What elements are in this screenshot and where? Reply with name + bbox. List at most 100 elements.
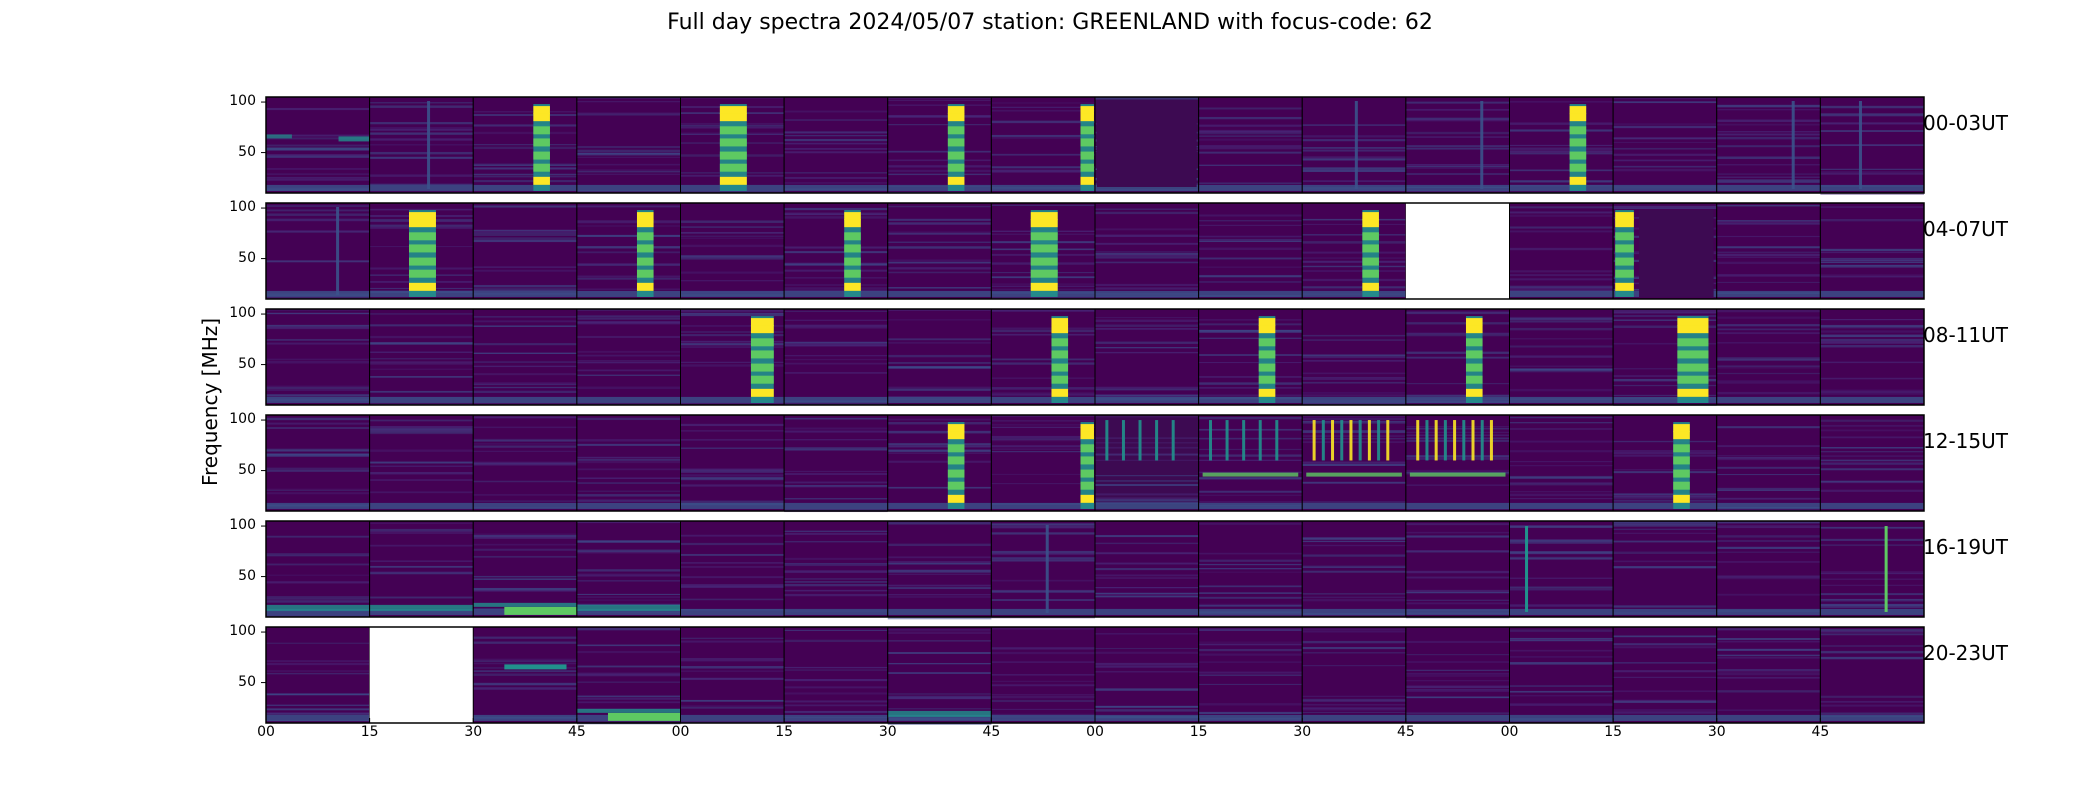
noise-stripe [266,574,370,576]
noise-stripe [1405,669,1510,671]
low-frequency-band [266,184,370,191]
noise-stripe [1302,628,1406,631]
noise-stripe [680,707,785,709]
noise-stripe [1613,168,1717,172]
noise-stripe [1716,540,1821,542]
noise-stripe [266,176,370,179]
noise-stripe [784,310,888,312]
noise-stripe [1302,150,1406,152]
panel-background [576,203,681,299]
noise-stripe [369,156,474,159]
noise-stripe [473,555,577,558]
noise-stripe [1302,339,1406,341]
noise-stripe [1613,450,1717,452]
noise-stripe [1198,124,1303,127]
noise-stripe [680,468,785,471]
noise-stripe [887,341,992,344]
low-band [576,604,681,611]
row-label: 00-03UT [1923,111,2008,135]
spike-line [1884,526,1888,612]
burst-band [533,151,550,160]
noise-stripe [1716,535,1821,538]
noise-stripe [1095,587,1199,589]
noise-stripe [680,534,785,537]
noise-stripe [784,571,888,573]
low-frequency-band [1509,290,1614,297]
burst-band [1258,388,1276,397]
noise-stripe [887,354,992,358]
noise-stripe [266,297,370,299]
burst-band [1673,469,1690,478]
noise-stripe [1095,662,1199,665]
noise-stripe [473,461,577,465]
noise-stripe [1302,640,1406,644]
noise-stripe [1095,388,1199,391]
noise-stripe [1405,434,1510,437]
noise-stripe [576,551,681,554]
noise-stripe [1820,633,1924,636]
noise-stripe [1198,214,1303,217]
noise-stripe [680,447,785,449]
noise-stripe [266,554,370,557]
noise-stripe [1820,695,1924,697]
noise-stripe [680,257,785,260]
noise-stripe [887,232,992,235]
low-frequency-band [1198,608,1303,615]
x-tick-label: 30 [1293,724,1312,740]
noise-stripe [1820,650,1924,653]
noise-stripe [576,468,681,471]
noise-stripe [784,289,888,292]
noise-stripe [991,153,1095,156]
noise-stripe [369,572,474,575]
noise-stripe [1198,224,1303,226]
noise-stripe [266,358,370,361]
noise-stripe [887,594,992,596]
noise-stripe [1095,666,1199,668]
noise-stripe [1716,261,1821,265]
noise-stripe [887,338,992,341]
noise-stripe [1613,494,1717,497]
noise-stripe [1198,628,1303,631]
noise-stripe [887,522,992,525]
noise-stripe [1509,150,1614,153]
noise-stripe [473,576,577,578]
noise-stripe [473,352,577,355]
noise-stripe [1405,469,1510,472]
burst-band [409,212,436,221]
noise-stripe [1302,501,1406,503]
burst-band [1080,138,1094,147]
noise-stripe [576,500,681,503]
noise-stripe [1820,168,1924,170]
noise-stripe [1302,429,1406,432]
low-frequency-band [369,608,474,615]
burst-band [1080,481,1094,490]
noise-stripe [1509,498,1614,500]
noise-stripe [887,104,992,106]
noise-stripe [473,230,577,232]
noise-stripe [1613,319,1717,321]
x-tick-label: 45 [1811,724,1830,740]
low-frequency-band [1820,502,1924,509]
noise-stripe [369,465,474,467]
noise-stripe [1509,558,1614,560]
low-frequency-band [887,396,992,403]
noise-stripe [991,362,1095,365]
noise-stripe [680,670,785,672]
noise-stripe [1302,148,1406,152]
noise-stripe [991,204,1095,206]
panel-background [576,309,681,405]
noise-stripe [1716,324,1821,327]
noise-stripe [784,319,888,321]
low-frequency-band [1716,184,1821,191]
panel-background [887,203,992,299]
line-burst [1340,420,1344,461]
noise-stripe [1716,176,1821,178]
noise-stripe [1509,483,1614,486]
noise-stripe [369,208,474,211]
noise-stripe [473,662,577,665]
noise-stripe [991,415,1095,417]
noise-stripe [266,670,370,672]
noise-stripe [1509,577,1614,580]
noise-stripe [784,216,888,219]
noise-stripe [1613,635,1717,638]
